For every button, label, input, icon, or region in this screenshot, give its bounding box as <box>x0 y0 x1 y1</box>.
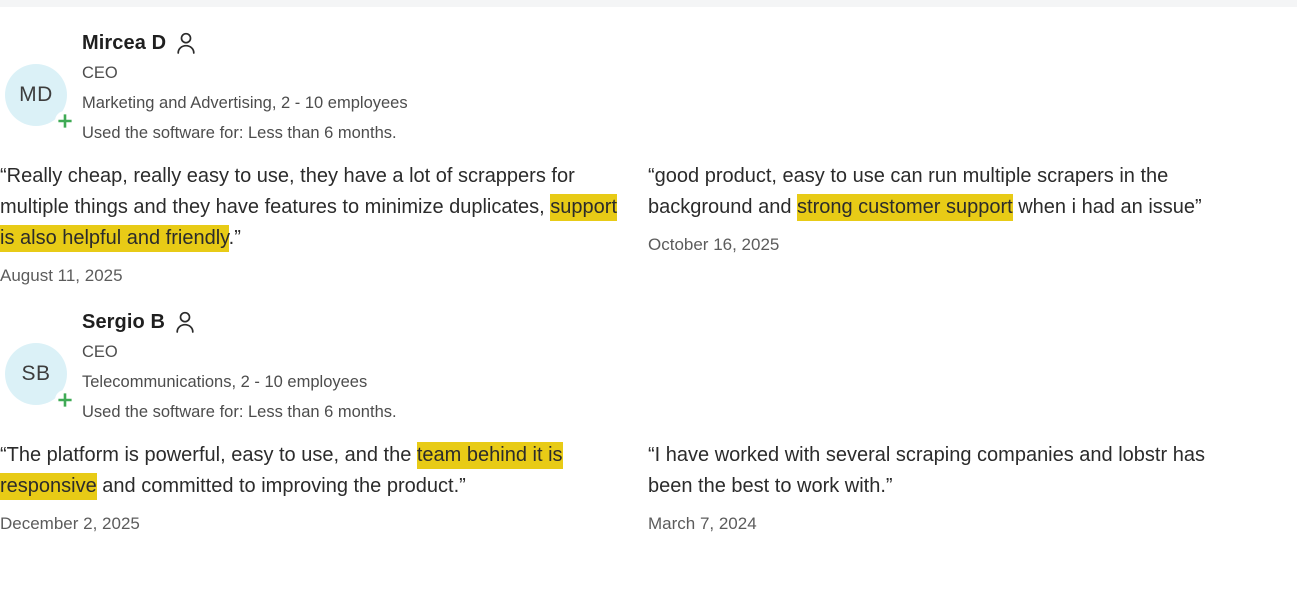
quote-text: and committed to improving the product.” <box>96 475 466 497</box>
reviewer-usage: Used the software for: Less than 6 month… <box>82 403 397 421</box>
review-card: MD Mircea D CEO Marketing and Advertising, … <box>0 7 648 286</box>
review-date: December 2, 2025 <box>0 514 140 533</box>
quote-text: “The platform is powerful, easy to use, … <box>0 444 417 466</box>
quote-text: “I have worked with several scraping com… <box>648 444 1205 497</box>
plus-icon <box>55 111 75 131</box>
reviewer-header: PPPav PProductInformation Technology and… <box>648 28 1297 148</box>
review-date: March 7, 2024 <box>648 514 757 533</box>
quote-text: “good product, easy to use can run multi… <box>648 165 1169 218</box>
reviewer-role: CEO <box>82 64 118 82</box>
reviewer-name: Mircea D <box>82 31 167 54</box>
reviewer-name: Sergio B <box>82 310 166 333</box>
avatar: MD <box>5 64 75 131</box>
reviewer-header: MD Mircea D CEO Marketing and Advertising, … <box>0 28 628 148</box>
reviewer-usage: Used the software for: Less than 6 month… <box>82 124 397 142</box>
avatar: SB <box>5 343 75 410</box>
reviewer-role: CEO <box>82 343 118 361</box>
review-date: October 16, 2025 <box>648 235 780 254</box>
quote-text: “Really cheap, really easy to use, they … <box>0 165 575 218</box>
quote-text: .” <box>228 227 241 249</box>
person-icon <box>176 32 196 54</box>
person-icon <box>175 311 195 333</box>
review-quote: “good product, easy to use can run multi… <box>648 161 1248 223</box>
reviewer-company: Marketing and Advertising, 2 - 10 employ… <box>82 94 408 112</box>
reviewer-header: SB Sergio B CEO Telecommunications, 2 - 10 … <box>0 307 628 427</box>
avatar-initials: MD <box>5 64 67 126</box>
reviewer-company: Telecommunications, 2 - 10 employees <box>82 373 368 391</box>
review-quote: “I have worked with several scraping com… <box>648 440 1248 502</box>
review-card: Colby PCEOMarketing and Advertising, 2 -… <box>0 286 1297 534</box>
plus-icon <box>55 390 75 410</box>
quote-highlight: strong customer support <box>797 194 1013 221</box>
reviewer-name-row: Sergio B <box>82 307 628 337</box>
quote-text: when i had an issue” <box>1012 196 1202 218</box>
review-card: SB Sergio B CEO Telecommunications, 2 - 10 … <box>0 286 648 534</box>
review-quote: “Really cheap, really easy to use, they … <box>0 161 620 254</box>
reviews-grid: MD Mircea D CEO Marketing and Advertising, … <box>0 7 1297 534</box>
review-date: August 11, 2025 <box>0 266 123 285</box>
review-quote: “The platform is powerful, easy to use, … <box>0 440 620 502</box>
top-edge-strip <box>0 0 1297 7</box>
reviewer-name-row: Mircea D <box>82 28 628 58</box>
reviewer-header: Colby PCEOMarketing and Advertising, 2 -… <box>648 307 1297 427</box>
review-card: PPPav PProductInformation Technology and… <box>0 7 1297 286</box>
